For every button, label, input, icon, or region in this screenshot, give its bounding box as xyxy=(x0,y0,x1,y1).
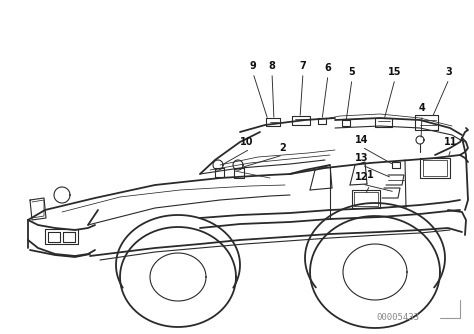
Text: 15: 15 xyxy=(388,67,402,77)
Text: 1: 1 xyxy=(366,170,374,180)
Text: 12: 12 xyxy=(355,172,369,182)
Text: 11: 11 xyxy=(444,137,458,147)
Text: 00005433: 00005433 xyxy=(376,314,419,323)
Text: 2: 2 xyxy=(280,143,286,153)
Text: 5: 5 xyxy=(348,67,356,77)
Text: 7: 7 xyxy=(300,61,306,71)
Text: 13: 13 xyxy=(355,153,369,163)
Text: 8: 8 xyxy=(269,61,275,71)
Text: 10: 10 xyxy=(240,137,254,147)
Text: 3: 3 xyxy=(446,67,452,77)
Text: 14: 14 xyxy=(355,135,369,145)
Text: 9: 9 xyxy=(250,61,256,71)
Text: 4: 4 xyxy=(419,103,425,113)
Text: 6: 6 xyxy=(325,63,331,73)
